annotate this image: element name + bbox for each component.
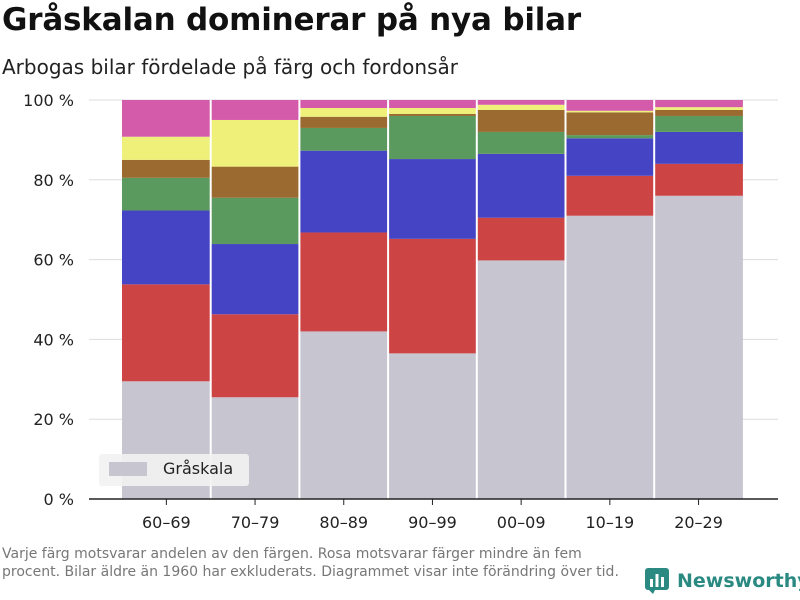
x-tick-label: 00–09 (497, 513, 546, 532)
legend-label-graskala: Gråskala (163, 459, 233, 478)
bar-segment (476, 153, 566, 218)
bar-segment (210, 314, 300, 398)
bar-segment (476, 260, 566, 499)
bar-segment (654, 100, 743, 108)
bar-segment (299, 232, 389, 332)
bar-segment (299, 116, 389, 128)
bar-segment (565, 100, 655, 111)
footnote: Varje färg motsvarar andelen av den färg… (2, 546, 619, 580)
x-tick-label: 80–89 (319, 513, 368, 532)
bar-segment (122, 100, 211, 137)
y-tick-label: 60 % (33, 251, 74, 270)
x-tick-label: 60–69 (142, 513, 191, 532)
bar-segment (210, 100, 300, 120)
y-tick-label: 40 % (33, 330, 74, 349)
bar-segment (388, 100, 477, 108)
bar-segment (122, 284, 211, 382)
x-tick-label: 90–99 (408, 513, 457, 532)
bar-segment (122, 159, 211, 178)
chart-title: Gråskalan dominerar på nya bilar (2, 2, 581, 38)
bar-segment (565, 135, 655, 139)
bar-segment (388, 238, 477, 354)
bar-segment (388, 115, 477, 160)
bar-segment (654, 195, 743, 499)
bar-segment (210, 166, 300, 198)
bar-segment (654, 107, 743, 110)
bar-segment (388, 353, 477, 499)
bar-segment (299, 100, 389, 108)
bar-segment (476, 109, 566, 132)
bar-segment (476, 100, 566, 105)
bar-segment (476, 104, 566, 110)
bar-segment (654, 109, 743, 116)
bar-segment (299, 107, 389, 117)
bar-segment (654, 115, 743, 132)
bar-segment (654, 131, 743, 164)
bar-segment (565, 175, 655, 216)
y-tick-label: 0 % (44, 490, 74, 509)
bar-segment (565, 138, 655, 176)
bar-segment (476, 131, 566, 154)
bar-segment (654, 163, 743, 196)
bar-segment (210, 244, 300, 315)
bar-segment (122, 210, 211, 285)
bar-segment (565, 112, 655, 136)
x-tick-label: 20–29 (674, 513, 723, 532)
x-tick-label: 10–19 (585, 513, 634, 532)
bar-segment (388, 113, 477, 116)
bar-segment (388, 159, 477, 239)
bar-segment (565, 110, 655, 113)
y-tick-label: 80 % (33, 171, 74, 190)
bar-segment (299, 331, 389, 499)
brand-name: Newsworthy (677, 570, 800, 592)
bar-segment (122, 136, 211, 160)
x-tick-label: 70–79 (231, 513, 280, 532)
brand-logo[interactable]: Newsworthy (645, 568, 800, 594)
bar-segment (122, 177, 211, 211)
bar-segment (299, 127, 389, 151)
bar-chart-icon (645, 568, 669, 594)
legend-swatch-graskala (109, 462, 147, 476)
bar-segment (299, 150, 389, 233)
bar-segment (210, 119, 300, 167)
bar-segment (210, 197, 300, 245)
chart-subtitle: Arbogas bilar fördelade på färg och ford… (2, 55, 458, 79)
bar-segment (388, 107, 477, 114)
y-tick-label: 20 % (33, 410, 74, 429)
bar-segment (476, 217, 566, 261)
y-tick-label: 100 % (23, 91, 74, 110)
bar-segment (565, 215, 655, 499)
